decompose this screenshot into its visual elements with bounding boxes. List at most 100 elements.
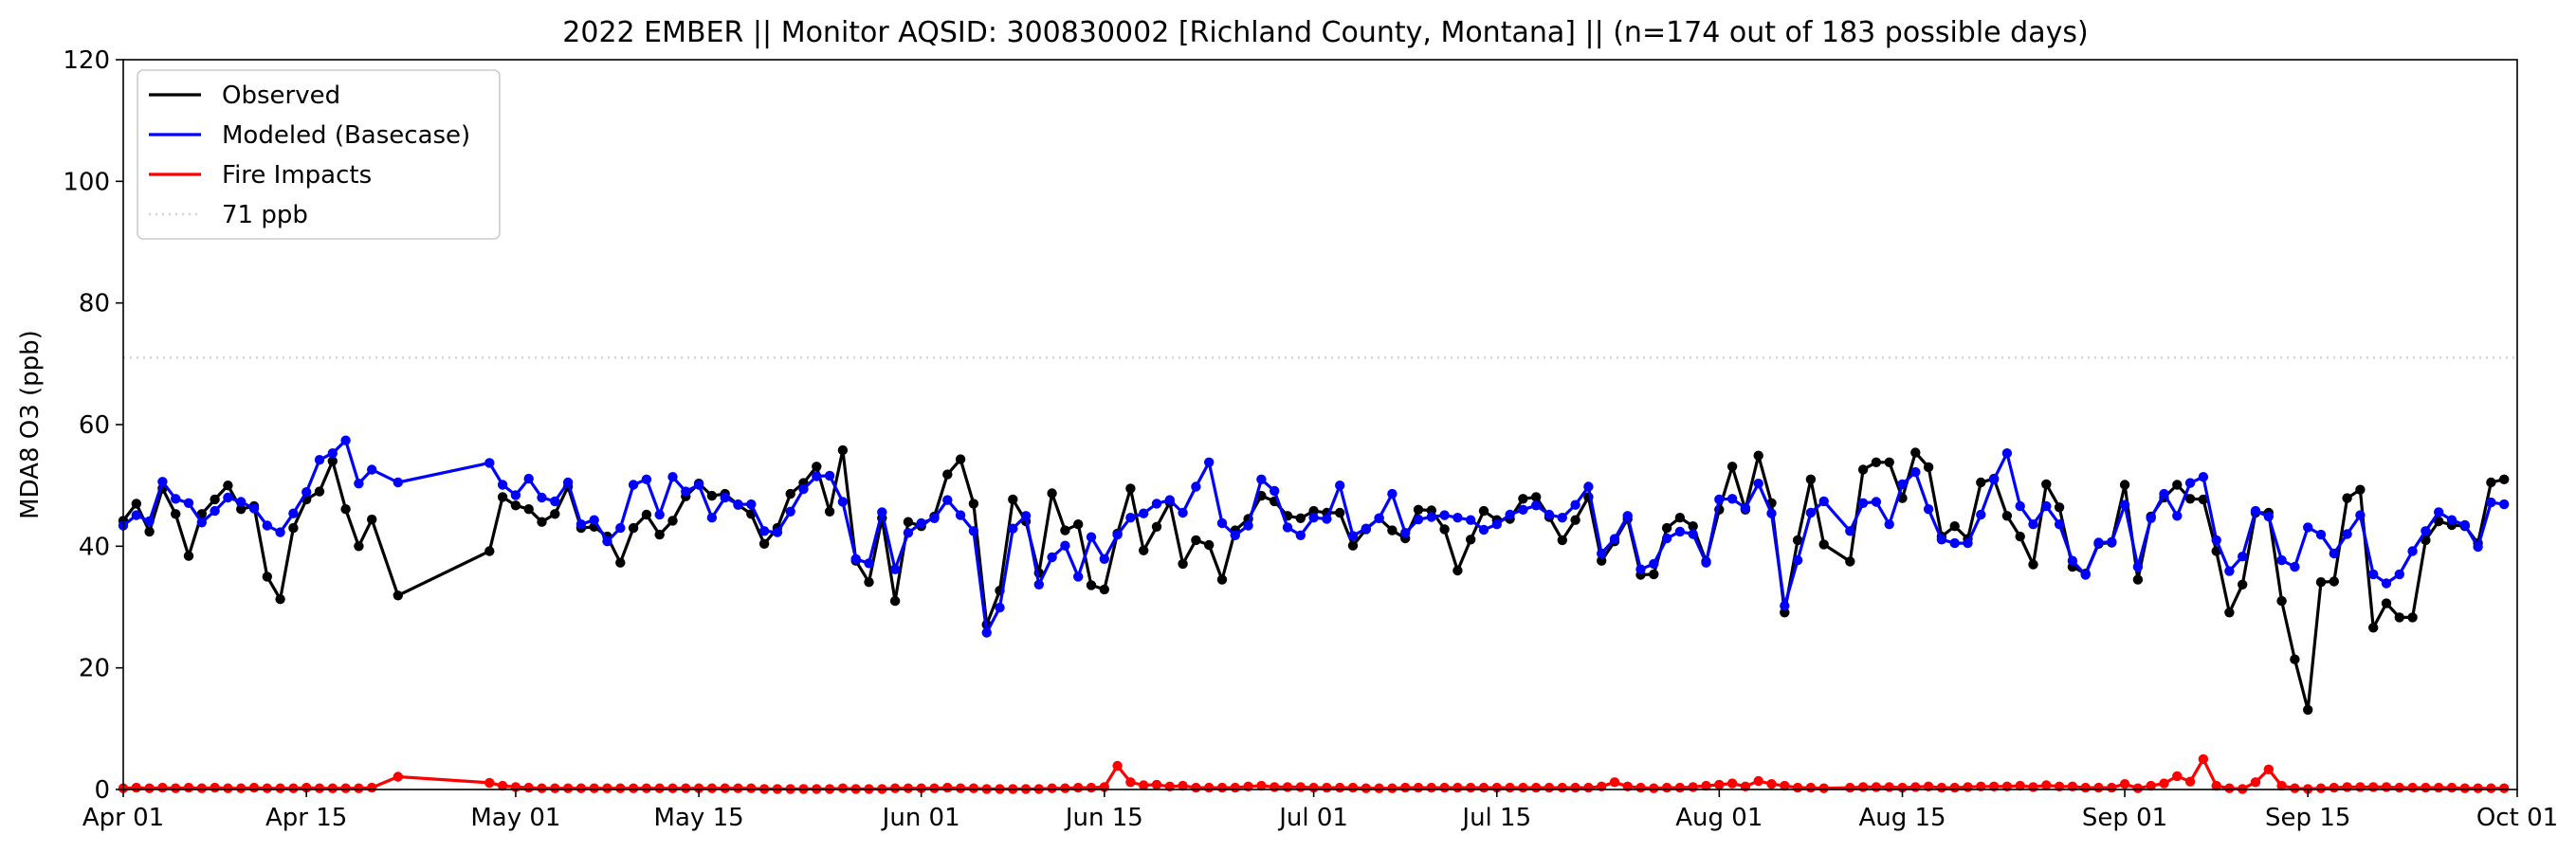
data-point xyxy=(2001,511,2013,521)
data-point xyxy=(497,492,508,502)
data-point xyxy=(1151,521,1162,532)
data-point xyxy=(484,546,495,556)
data-point xyxy=(223,783,233,793)
data-point xyxy=(354,479,364,489)
y-axis: 0 20 40 60 80 100 120 xyxy=(63,46,123,805)
data-point xyxy=(171,783,181,793)
legend-label: Observed xyxy=(222,82,340,110)
data-point xyxy=(2028,559,2038,570)
data-point xyxy=(1818,783,1829,793)
data-point xyxy=(1387,783,1398,793)
data-point xyxy=(340,783,351,793)
data-point xyxy=(746,499,757,510)
data-point xyxy=(2342,782,2352,792)
data-point xyxy=(484,458,495,468)
data-point xyxy=(183,551,194,561)
data-point xyxy=(1871,782,1882,792)
data-point xyxy=(2119,480,2130,490)
data-point xyxy=(589,515,599,525)
data-point xyxy=(1988,474,2000,484)
data-point xyxy=(1897,479,1908,490)
data-point xyxy=(1845,526,1855,536)
data-point xyxy=(1452,513,1463,523)
data-point xyxy=(654,529,665,540)
data-point xyxy=(1936,782,1947,793)
data-point xyxy=(1766,508,1777,518)
data-point xyxy=(1270,485,1280,497)
data-point xyxy=(1400,782,1411,793)
data-point xyxy=(144,783,155,793)
data-point xyxy=(183,782,194,793)
x-tick-label: May 15 xyxy=(654,804,744,832)
data-point xyxy=(1570,515,1580,525)
data-point xyxy=(1139,508,1149,518)
y-tick-label: 60 xyxy=(79,411,110,440)
y-tick-label: 100 xyxy=(63,168,110,196)
data-point xyxy=(1282,522,1293,533)
data-point xyxy=(1818,496,1829,507)
data-point xyxy=(2198,472,2209,482)
data-point xyxy=(1295,530,1306,540)
data-point xyxy=(1531,492,1542,502)
data-point xyxy=(641,509,652,520)
data-point xyxy=(2224,608,2235,618)
data-point xyxy=(955,454,966,464)
data-point xyxy=(2067,555,2078,566)
data-point xyxy=(1112,529,1123,540)
data-point xyxy=(1910,782,1921,792)
data-point xyxy=(785,506,795,517)
data-point xyxy=(1361,783,1372,793)
data-point xyxy=(262,572,272,582)
data-point xyxy=(1570,782,1580,793)
data-point xyxy=(510,490,521,500)
data-point xyxy=(1726,778,1738,789)
data-point xyxy=(1766,779,1777,789)
data-point xyxy=(1216,517,1228,529)
data-point xyxy=(1374,783,1384,793)
data-point xyxy=(1020,511,1032,521)
data-point xyxy=(1714,779,1725,790)
data-point xyxy=(157,477,168,487)
data-point xyxy=(327,783,338,793)
data-point xyxy=(1086,580,1097,590)
data-point xyxy=(1439,782,1450,793)
data-point xyxy=(1413,514,1424,525)
data-point xyxy=(248,782,260,793)
data-point xyxy=(1216,782,1228,793)
data-point xyxy=(2381,578,2392,589)
data-point xyxy=(2434,782,2444,793)
data-point xyxy=(1661,533,1672,544)
data-point xyxy=(1478,782,1489,793)
x-tick-label: Apr 15 xyxy=(265,804,347,832)
data-point xyxy=(2421,782,2431,793)
data-point xyxy=(955,783,966,793)
data-point xyxy=(602,536,612,547)
data-point xyxy=(1544,509,1555,520)
data-point xyxy=(210,505,220,517)
data-point xyxy=(812,462,822,472)
data-point xyxy=(615,557,626,568)
data-point xyxy=(537,783,547,793)
data-point xyxy=(1270,782,1280,792)
data-point xyxy=(550,509,560,519)
data-point xyxy=(1047,552,1057,563)
data-point xyxy=(1688,529,1698,539)
data-point xyxy=(615,783,626,793)
data-point xyxy=(1780,780,1790,791)
data-point xyxy=(562,477,574,488)
data-point xyxy=(1216,574,1228,585)
data-point xyxy=(1622,511,1633,521)
data-point xyxy=(354,783,364,793)
data-point xyxy=(2211,535,2221,546)
data-point xyxy=(1295,782,1306,792)
data-point xyxy=(1674,782,1686,793)
data-point xyxy=(1635,564,1646,574)
data-point xyxy=(171,509,181,519)
data-point xyxy=(1491,519,1503,530)
data-point xyxy=(2041,780,2052,790)
data-point xyxy=(1047,488,1057,499)
data-point xyxy=(1400,528,1411,538)
data-point xyxy=(510,500,521,511)
data-point xyxy=(2250,505,2261,517)
data-point xyxy=(1347,782,1359,793)
